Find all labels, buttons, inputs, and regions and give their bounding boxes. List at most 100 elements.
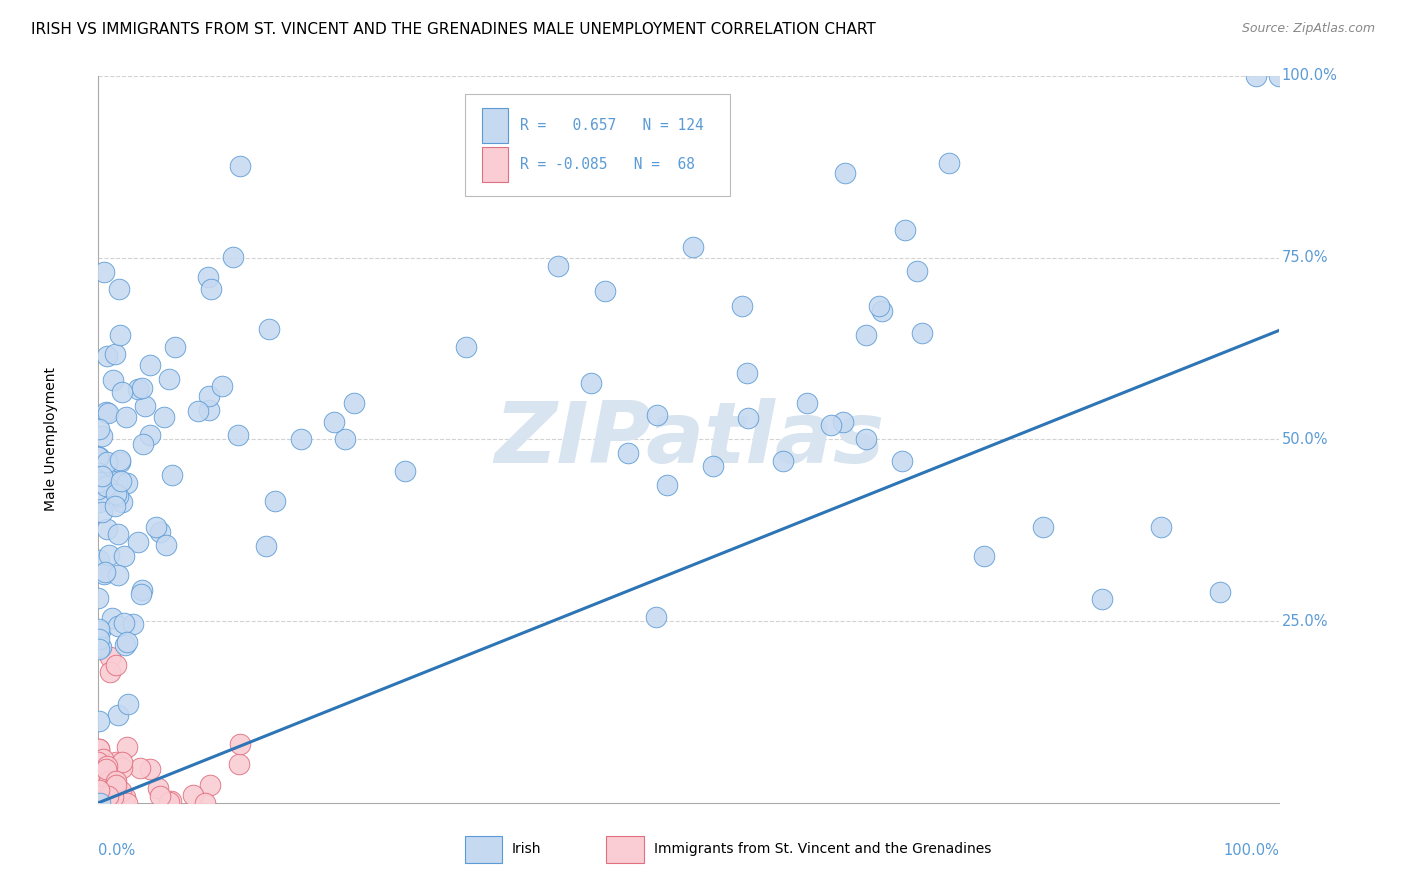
Point xyxy=(108,282,131,296)
Point xyxy=(105,487,128,501)
Point xyxy=(290,432,312,446)
Point xyxy=(87,483,110,497)
Point xyxy=(254,539,277,553)
Point xyxy=(91,468,114,483)
Point xyxy=(91,752,114,766)
Point xyxy=(107,567,129,582)
Point xyxy=(101,771,124,785)
Point xyxy=(89,624,111,638)
Point xyxy=(107,527,129,541)
Point xyxy=(127,382,149,396)
Point xyxy=(87,450,110,465)
Point xyxy=(149,524,172,539)
Point xyxy=(90,779,112,793)
Text: R =   0.657   N = 124: R = 0.657 N = 124 xyxy=(520,118,704,133)
Point xyxy=(105,773,128,788)
Point xyxy=(97,767,120,781)
Point xyxy=(735,366,758,380)
Point xyxy=(101,781,124,796)
Point xyxy=(111,494,134,508)
Point xyxy=(110,327,132,342)
Text: 0.0%: 0.0% xyxy=(98,843,135,858)
Point xyxy=(89,622,111,636)
Point xyxy=(96,455,118,469)
Point xyxy=(593,285,616,299)
Point xyxy=(890,454,912,468)
Point xyxy=(131,583,153,598)
Point xyxy=(93,773,115,788)
FancyBboxPatch shape xyxy=(606,836,644,863)
Point xyxy=(146,780,169,795)
Point xyxy=(87,794,110,808)
Point xyxy=(87,553,110,567)
Point xyxy=(796,396,818,410)
Point xyxy=(90,791,112,805)
Text: IRISH VS IMMIGRANTS FROM ST. VINCENT AND THE GRENADINES MALE UNEMPLOYMENT CORREL: IRISH VS IMMIGRANTS FROM ST. VINCENT AND… xyxy=(31,22,876,37)
Point xyxy=(617,445,640,459)
Point xyxy=(129,587,152,601)
Point xyxy=(93,565,115,579)
Point xyxy=(108,455,131,469)
Point xyxy=(87,786,110,800)
Point xyxy=(322,415,344,429)
Point xyxy=(394,464,416,478)
Point xyxy=(264,494,287,508)
Point xyxy=(105,475,128,489)
Point xyxy=(91,786,114,800)
Point xyxy=(110,453,132,467)
Point xyxy=(211,378,233,392)
Point xyxy=(87,495,110,509)
Point xyxy=(131,381,153,395)
Point xyxy=(110,474,132,488)
Text: 100.0%: 100.0% xyxy=(1223,843,1279,858)
Point xyxy=(139,763,162,777)
Point xyxy=(138,358,160,372)
Point xyxy=(117,697,139,711)
Point xyxy=(1244,69,1267,83)
Point xyxy=(112,616,135,631)
Point xyxy=(90,640,112,654)
Point xyxy=(97,786,120,800)
Point xyxy=(645,610,668,624)
Point xyxy=(90,505,112,519)
FancyBboxPatch shape xyxy=(464,836,502,863)
Point xyxy=(96,522,118,536)
Text: Male Unemployment: Male Unemployment xyxy=(44,368,58,511)
Point xyxy=(97,789,120,803)
Point xyxy=(181,788,204,802)
Point xyxy=(98,793,121,807)
Point xyxy=(165,340,187,354)
FancyBboxPatch shape xyxy=(482,147,508,182)
Point xyxy=(737,410,759,425)
Text: 50.0%: 50.0% xyxy=(1282,432,1329,447)
Point xyxy=(111,761,134,775)
Point xyxy=(153,410,176,425)
Point xyxy=(103,793,125,807)
Point xyxy=(100,611,122,625)
Point xyxy=(87,791,110,805)
Point xyxy=(89,784,111,798)
Point xyxy=(581,376,603,390)
Point xyxy=(200,282,222,296)
Point xyxy=(87,741,110,756)
Point xyxy=(121,617,143,632)
Point xyxy=(93,265,115,279)
Point xyxy=(104,755,127,769)
Point xyxy=(855,328,877,343)
Point xyxy=(194,796,217,810)
Point xyxy=(114,790,136,805)
Point xyxy=(905,263,928,277)
Point xyxy=(87,450,110,464)
Point xyxy=(115,635,138,649)
Text: 75.0%: 75.0% xyxy=(1282,250,1329,265)
Point xyxy=(87,782,110,797)
Point xyxy=(104,347,127,361)
Point xyxy=(104,778,127,792)
Text: 100.0%: 100.0% xyxy=(1282,69,1337,83)
Point xyxy=(101,373,124,387)
Text: ZIPatlas: ZIPatlas xyxy=(494,398,884,481)
Point xyxy=(115,796,138,810)
Point xyxy=(700,169,723,183)
Point xyxy=(938,156,960,170)
Point xyxy=(104,500,127,514)
